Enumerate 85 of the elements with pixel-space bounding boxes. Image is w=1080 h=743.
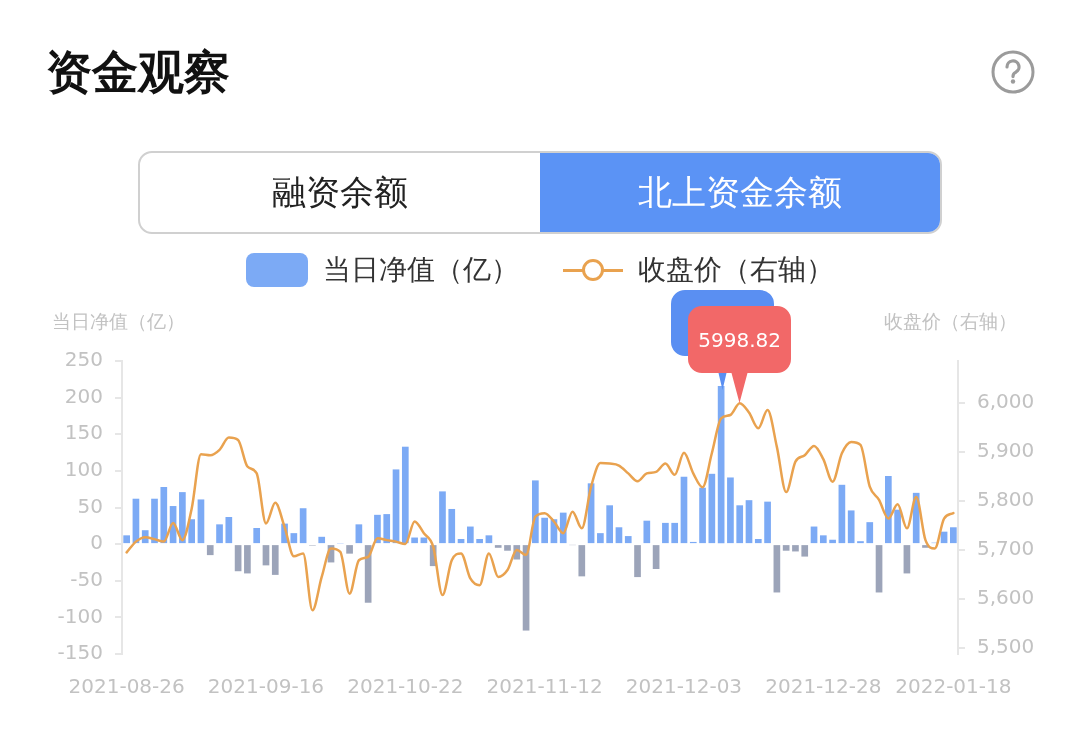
- bar: [244, 545, 251, 574]
- bar: [606, 505, 614, 544]
- bar: [206, 545, 214, 556]
- tab[interactable]: 融资余额: [140, 153, 540, 232]
- bar: [745, 500, 753, 544]
- bar: [299, 508, 307, 544]
- bar: [699, 487, 706, 544]
- x-tick-label: 2021-11-12: [486, 674, 603, 699]
- bar: [652, 545, 660, 570]
- bar: [532, 480, 539, 544]
- y-tick-label: 150: [64, 420, 103, 445]
- bar: [894, 509, 901, 544]
- bar: [411, 537, 418, 544]
- bar: [494, 545, 502, 548]
- x-tick-label: 2021-08-26: [68, 674, 185, 699]
- bar: [671, 522, 679, 544]
- y2-axis-title: 收盘价（右轴）: [884, 309, 1017, 332]
- bar: [866, 522, 874, 544]
- bar: [290, 533, 298, 544]
- y-tick-label: 50: [77, 493, 103, 518]
- x-tick-label: 2021-12-03: [625, 674, 743, 699]
- bar: [216, 524, 223, 544]
- bar: [643, 520, 651, 544]
- bar: [318, 536, 326, 544]
- y2-tick-label: 5,500: [977, 634, 1035, 659]
- y-tick-label: 200: [64, 383, 103, 408]
- bar: [801, 545, 809, 557]
- y-tick-label: 100: [64, 457, 103, 482]
- bar: [541, 517, 548, 544]
- legend-label: 收盘价（右轴）: [638, 252, 834, 288]
- bar: [829, 539, 836, 544]
- bar: [401, 446, 409, 544]
- y2-tick-label: 5,600: [977, 585, 1035, 610]
- bar: [448, 508, 456, 544]
- bar: [624, 536, 632, 544]
- bar: [466, 526, 474, 544]
- x-tick-label: 2021-09-16: [207, 674, 325, 699]
- bar: [355, 524, 363, 544]
- bar: [950, 527, 957, 544]
- y2-tick-label: 5,700: [977, 536, 1035, 561]
- legend-label: 当日净值（亿）: [323, 252, 519, 288]
- bar: [754, 539, 762, 544]
- bar: [597, 533, 604, 544]
- y2-tick-label: 5,800: [977, 487, 1035, 512]
- bar: [197, 499, 205, 544]
- bar: [476, 539, 483, 544]
- x-tick-label: 2022-01-18: [895, 674, 1012, 699]
- line-series: [125, 402, 955, 612]
- bar: [179, 492, 186, 544]
- bar: [364, 545, 372, 603]
- bar: [884, 476, 892, 544]
- y-tick-label: -100: [57, 603, 103, 628]
- bar: [819, 535, 827, 544]
- x-tick-label: 2021-10-22: [347, 674, 464, 699]
- x-tick-label: 2021-12-28: [765, 674, 882, 699]
- bar: [578, 545, 586, 577]
- bar: [782, 545, 790, 551]
- y-tick-label: -50: [70, 566, 103, 591]
- y2-tick-label: 6,000: [977, 388, 1035, 413]
- bar: [634, 545, 641, 578]
- bar: [662, 522, 669, 544]
- y-axis-title: 当日净值（亿）: [52, 309, 185, 332]
- bar: [847, 510, 855, 544]
- bar: [151, 498, 158, 544]
- bar: [253, 528, 261, 544]
- bar: [271, 545, 279, 575]
- y2-tick-label: 5,900: [977, 438, 1035, 462]
- y-tick-label: 0: [90, 530, 103, 555]
- y-tick-label: -150: [57, 640, 103, 665]
- bar: [504, 545, 511, 551]
- bar: [225, 517, 233, 544]
- bar: [792, 545, 799, 552]
- bar: [727, 477, 734, 544]
- bar: [439, 491, 446, 544]
- bar: [485, 535, 493, 544]
- bar: [383, 514, 391, 544]
- bar: [764, 501, 771, 544]
- bar: [123, 535, 130, 544]
- bar: [615, 527, 623, 544]
- bar: [346, 545, 353, 554]
- y-tick-label: 250: [64, 347, 103, 372]
- data-label: 5998.82: [698, 327, 782, 352]
- bar: [160, 486, 168, 544]
- bar: [736, 505, 744, 544]
- chart-title: 资金观察: [46, 44, 230, 101]
